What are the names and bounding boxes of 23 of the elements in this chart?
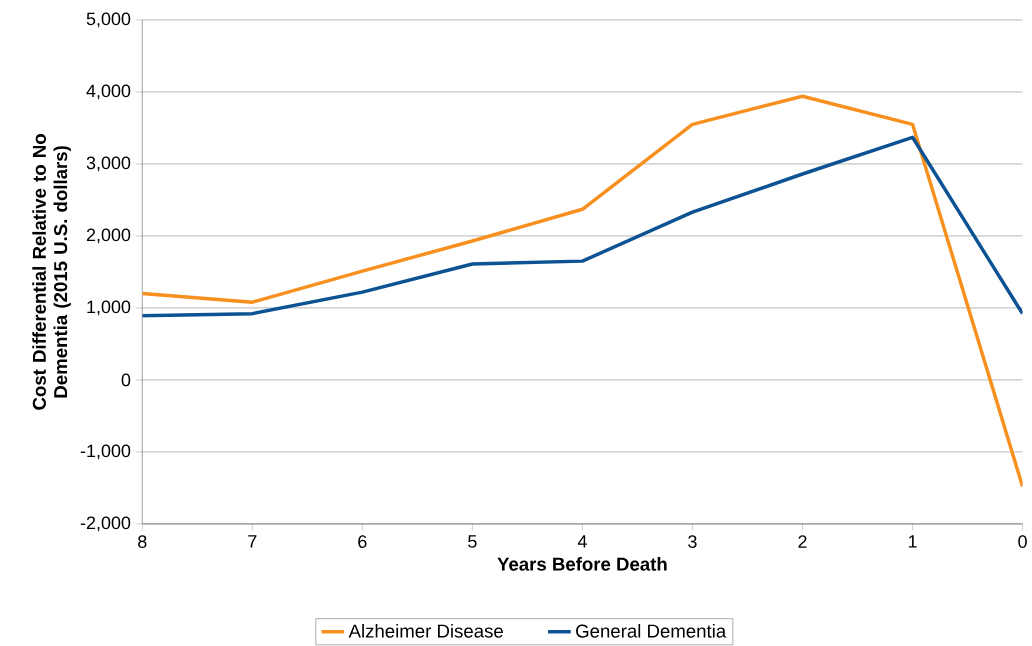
line-series bbox=[142, 135, 1023, 318]
y-tick-label: -1,000 bbox=[80, 444, 131, 460]
y-tick-label: 2,000 bbox=[86, 228, 131, 244]
line-series bbox=[142, 94, 1023, 489]
y-tick-label: 1,000 bbox=[87, 300, 131, 316]
y-axis-title: Cost Differential Relative to No Dementia (2015 U.S. dollars) bbox=[32, 133, 71, 410]
y-tick-label: 0 bbox=[121, 373, 131, 387]
x-tick-label: 6 bbox=[358, 535, 367, 548]
x-tick-label: 8 bbox=[138, 535, 147, 548]
x-tick-label: 0 bbox=[1018, 535, 1027, 548]
x-tick-label: 7 bbox=[248, 535, 257, 548]
legend-label: Alzheimer Disease bbox=[348, 623, 503, 638]
x-tick-label: 4 bbox=[577, 535, 587, 548]
y-tick-label: -2,000 bbox=[80, 516, 131, 532]
x-tick-label: 2 bbox=[798, 535, 807, 548]
y-tick-label: 3,000 bbox=[86, 156, 131, 172]
legend-label: General Dementia bbox=[576, 623, 727, 638]
y-tick-label: 4,000 bbox=[86, 84, 131, 100]
x-tick-label: 1 bbox=[908, 535, 917, 548]
x-axis-title: Years Before Death bbox=[497, 556, 667, 571]
y-tick-label: 5,000 bbox=[86, 12, 131, 28]
x-tick-label: 3 bbox=[688, 535, 697, 548]
x-tick-label: 5 bbox=[468, 535, 477, 548]
